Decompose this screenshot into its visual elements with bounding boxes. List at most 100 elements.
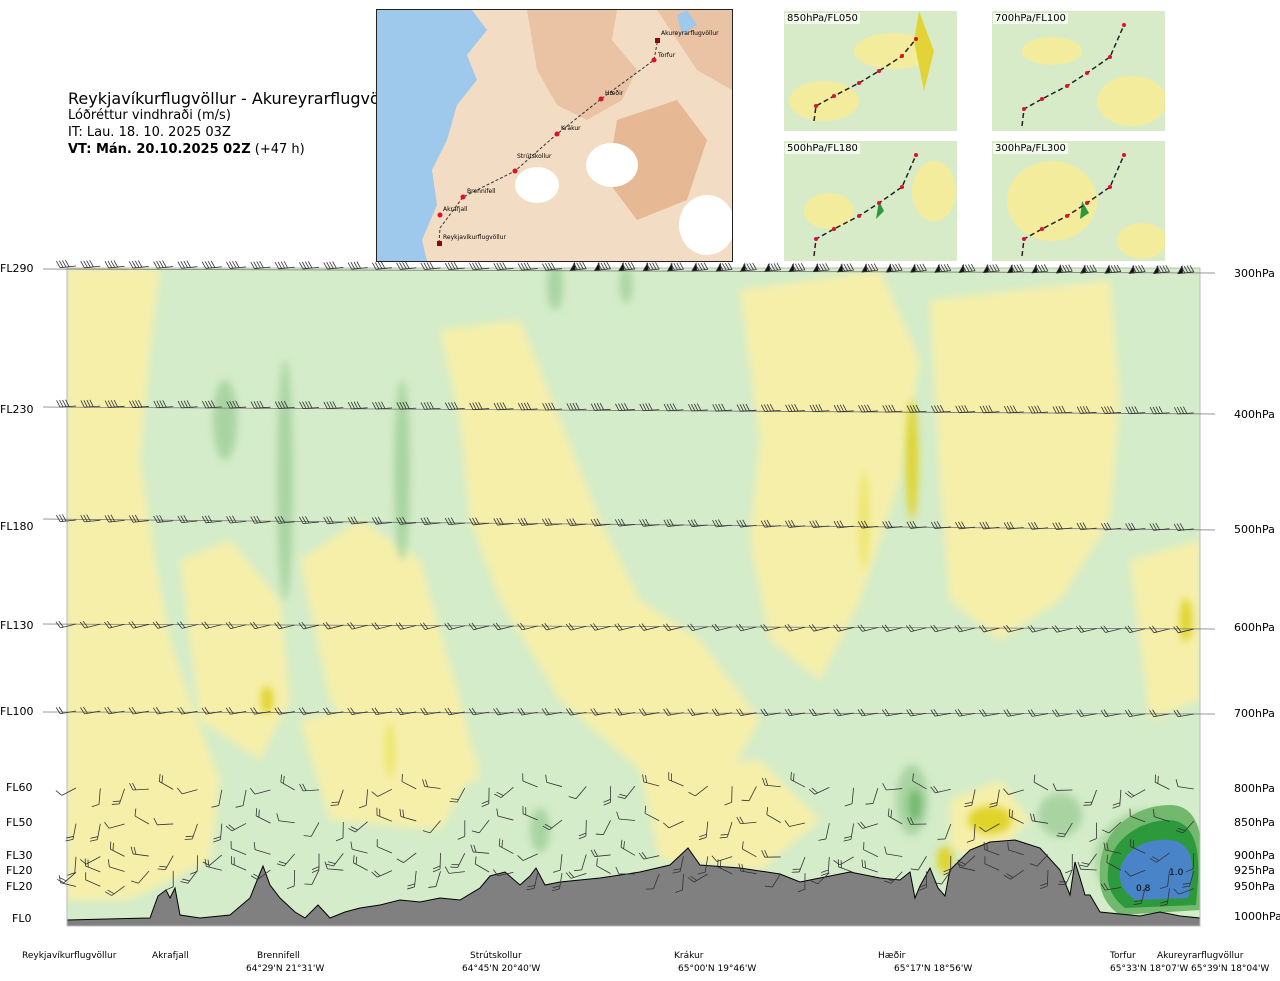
wind-barb-357	[742, 841, 757, 858]
wind-barb-229	[1052, 709, 1073, 717]
wind-barb-58	[323, 401, 344, 410]
fl-label-6: FL50	[6, 816, 33, 829]
wind-barb-329	[67, 856, 77, 876]
wind-barb-289	[225, 823, 247, 832]
wind-barb-48	[80, 399, 101, 408]
wind-barb-51	[153, 400, 174, 409]
level-map-300-label: 300hPa/FL300	[993, 143, 1068, 154]
wind-barb-213	[663, 708, 684, 716]
wind-barb-373	[1130, 839, 1146, 854]
wind-barb-13	[371, 261, 392, 270]
wind-barb-280	[1154, 774, 1170, 790]
wind-barb-143	[104, 621, 125, 629]
wind-barb-403	[717, 859, 733, 875]
wind-barb-202	[395, 707, 417, 716]
wind-barb-315	[857, 821, 879, 829]
wind-barb-46	[1177, 264, 1195, 275]
wind-barb-251	[449, 787, 466, 803]
wind-barb-299	[471, 819, 490, 834]
quantity-label: Lóðréttur vindhraði (m/s)	[68, 108, 231, 123]
wind-barb-394	[493, 869, 514, 877]
wind-barb-15	[420, 261, 441, 271]
wind-barb-70	[615, 402, 635, 411]
wind-barb-115	[566, 518, 587, 527]
wind-barb-250	[422, 779, 441, 789]
wind-barb-392	[444, 866, 465, 874]
wind-barb-211	[614, 708, 635, 716]
wind-barb-407	[810, 872, 830, 885]
hpa-label-6: 850hPa	[1234, 816, 1275, 829]
wind-barb-40	[1031, 264, 1049, 274]
waypoint-coord-3: 64°45'N 20°40'W	[462, 964, 541, 974]
level-map-300: 300hPa/FL300	[992, 141, 1165, 261]
wind-barb-156	[420, 622, 441, 630]
wind-barb-217	[760, 708, 781, 717]
wind-barb-391	[428, 871, 441, 888]
wind-barb-120	[687, 519, 708, 528]
wind-barb-62	[420, 401, 441, 410]
wind-barb-260	[668, 772, 684, 787]
wind-barb-396	[552, 873, 563, 892]
wind-barb-406	[797, 873, 806, 893]
wind-barb-218	[784, 708, 806, 717]
wind-barb-352	[620, 839, 636, 856]
wind-barb-415	[1003, 869, 1024, 880]
wind-barb-246	[330, 789, 344, 806]
wind-barb-75	[736, 403, 757, 412]
wind-barb-97	[128, 514, 149, 523]
wind-barb-272	[964, 789, 976, 808]
wind-barb-173	[833, 624, 854, 632]
wind-barb-322	[1029, 813, 1049, 824]
wind-barb-151	[298, 621, 320, 630]
wind-barb-56	[274, 400, 295, 409]
wind-barb-45	[1152, 264, 1170, 274]
wind-barb-390	[407, 870, 417, 890]
wind-barb-113	[517, 517, 538, 526]
wind-barb-261	[688, 785, 709, 797]
wind-barb-306	[644, 805, 660, 822]
wind-barb-10	[299, 261, 320, 270]
wind-barb-388	[353, 855, 368, 871]
wind-barb-47	[56, 399, 77, 408]
wind-barb-198	[298, 707, 320, 715]
wind-barb-203	[420, 707, 441, 716]
wind-barb-374	[1149, 852, 1170, 863]
wind-barb-311	[766, 807, 781, 823]
wind-barb-254	[522, 773, 538, 788]
wind-barb-168	[711, 623, 733, 632]
wind-barb-83	[931, 404, 951, 413]
wind-barb-368	[1007, 842, 1024, 856]
wind-barb-258	[617, 785, 636, 800]
wind-barb-274	[1003, 788, 1024, 795]
wind-barb-347	[498, 838, 514, 854]
wind-barb-165	[638, 623, 660, 631]
wind-barb-200	[347, 707, 368, 715]
wind-barb-345	[450, 852, 466, 868]
wind-barb-402	[687, 873, 709, 883]
wind-barb-210	[590, 708, 611, 716]
wind-barb-73	[688, 403, 708, 412]
strong-updraft-core	[1099, 805, 1200, 915]
wind-barb-427	[1133, 887, 1146, 905]
wind-barb-32	[836, 263, 854, 273]
wind-barb-104	[299, 516, 320, 525]
wind-barb-138	[1125, 522, 1146, 531]
wind-barb-282	[65, 823, 77, 842]
wind-barb-106	[347, 516, 368, 525]
wind-barb-116	[590, 518, 611, 527]
wind-barb-34	[885, 263, 903, 273]
wind-barb-147	[201, 621, 222, 629]
wind-barb-57	[299, 401, 320, 410]
wind-barb-270	[912, 773, 927, 790]
wind-barb-118	[639, 518, 660, 527]
wind-barb-411	[919, 871, 927, 891]
wind-barb-338	[276, 853, 296, 867]
wind-barb-337	[253, 842, 271, 855]
wind-barb-328	[1175, 820, 1195, 834]
wind-barb-172	[808, 624, 830, 632]
wind-barb-387	[324, 861, 344, 871]
wind-barb-181	[1027, 625, 1049, 633]
wind-barb-372	[1103, 842, 1121, 854]
wind-barb-404	[738, 863, 757, 875]
wind-barb-126	[833, 520, 854, 529]
